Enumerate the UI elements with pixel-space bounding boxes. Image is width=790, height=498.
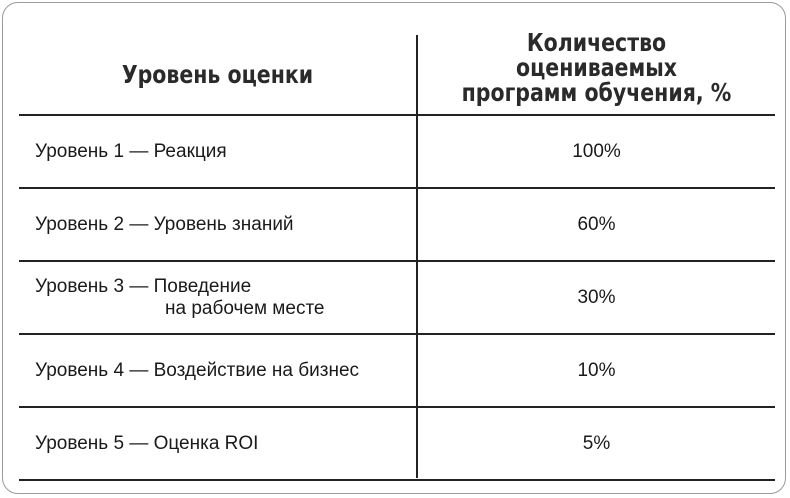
table-row: Уровень 3 — Поведение на рабочем месте 3… xyxy=(19,262,775,335)
header-programs-percent: Количество оцениваемых программ обучения… xyxy=(461,28,732,107)
level-label: Уровень 2 — Уровень знаний xyxy=(35,213,294,235)
table-row: Уровень 4 — Воздействие на бизнес 10% xyxy=(19,335,775,408)
level-label-continuation: на рабочем месте xyxy=(165,297,325,319)
header-level: Уровень оценки xyxy=(121,60,314,89)
table-row: Уровень 1 — Реакция 100% xyxy=(19,116,775,189)
level-label: Уровень 3 — Поведение xyxy=(35,275,252,297)
level-cell: Уровень 5 — Оценка ROI xyxy=(35,408,405,479)
percent-cell: 100% xyxy=(572,140,621,162)
column-divider xyxy=(416,35,418,478)
table-header-row: Уровень оценки Количество оцениваемых пр… xyxy=(19,28,775,116)
table-row: Уровень 5 — Оценка ROI 5% xyxy=(19,408,775,481)
level-label: Уровень 4 — Воздействие на бизнес xyxy=(35,359,360,381)
table-row: Уровень 2 — Уровень знаний 60% xyxy=(19,189,775,262)
percent-cell: 60% xyxy=(577,213,616,235)
level-cell: Уровень 1 — Реакция xyxy=(35,116,405,187)
percent-cell: 10% xyxy=(577,359,616,381)
percent-cell: 5% xyxy=(582,432,611,454)
level-label: Уровень 1 — Реакция xyxy=(35,140,227,162)
percent-cell: 30% xyxy=(577,286,616,308)
level-cell: Уровень 2 — Уровень знаний xyxy=(35,189,405,260)
level-label: Уровень 5 — Оценка ROI xyxy=(35,432,259,454)
level-cell: Уровень 4 — Воздействие на бизнес xyxy=(35,335,405,406)
level-cell: Уровень 3 — Поведение на рабочем месте xyxy=(35,262,405,333)
evaluation-table: Уровень оценки Количество оцениваемых пр… xyxy=(19,28,775,481)
